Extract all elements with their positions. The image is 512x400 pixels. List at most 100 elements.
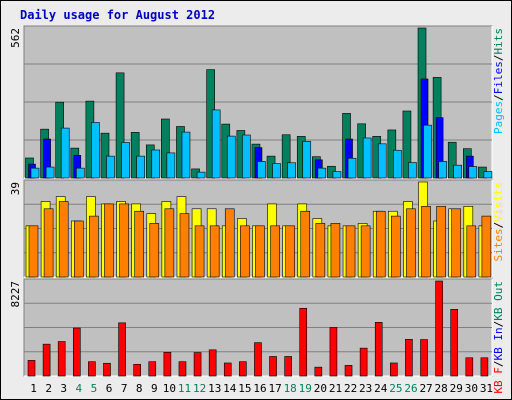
bar-pages (151, 149, 161, 179)
bar-hits (281, 134, 291, 179)
bar-sites (104, 203, 114, 278)
bar-sites (179, 213, 190, 278)
x-tick-label: 20 (314, 382, 327, 395)
bar-kbf (133, 363, 141, 377)
x-tick-label: 23 (359, 382, 372, 395)
bar-sites (481, 215, 492, 278)
bar-pages (272, 163, 281, 179)
bar-pages (166, 152, 176, 179)
legend-entry: Sites (492, 228, 505, 261)
bar-kbf (208, 349, 217, 377)
bar-sites (43, 208, 54, 278)
bar-sites (391, 215, 401, 278)
legend-entry: KB Out (492, 281, 505, 321)
bar-sites (28, 225, 39, 278)
bar-sites (240, 225, 250, 278)
bar-sites (224, 208, 235, 278)
x-tick-label: 2 (45, 382, 52, 395)
panel-visits-sites: 39 Sites/Visits (9, 179, 505, 278)
bar-kbf (450, 309, 459, 377)
x-tick-label: 22 (344, 382, 357, 395)
bar-kbf (435, 280, 443, 377)
bar-pages (423, 124, 432, 179)
bar-pages (242, 134, 251, 179)
bar-sites (436, 206, 446, 278)
y-max-label: 39 (9, 182, 22, 195)
x-tick-label: 25 (389, 382, 402, 395)
bar-pages (196, 171, 206, 179)
bar-kbf (57, 341, 66, 377)
bar-pages (438, 161, 447, 179)
bar-sites (58, 201, 69, 278)
x-tick-label: 3 (60, 382, 67, 395)
bar-pages (60, 127, 70, 179)
legend-entry: / (492, 321, 505, 328)
bar-kbf (344, 365, 353, 377)
bar-sites (134, 210, 144, 278)
bar-pages (302, 141, 312, 179)
bar-hits (447, 141, 457, 179)
legend-entry: / (492, 361, 505, 368)
bar-sites (73, 220, 84, 278)
legend-entry: Pages (492, 101, 505, 134)
x-tick-label: 19 (299, 382, 312, 395)
bar-kbf (329, 327, 338, 377)
bar-kbf (269, 356, 277, 377)
bar-pages (211, 109, 221, 179)
x-tick-label: 6 (106, 382, 113, 395)
bar-kbf (420, 339, 428, 377)
x-tick-label: 4 (76, 382, 83, 395)
bar-kbf (223, 362, 232, 377)
bar-sites (466, 225, 477, 278)
bar-pages (377, 143, 387, 179)
x-tick-label: 28 (435, 382, 448, 395)
legend-entry: / (492, 55, 505, 62)
bar-kbf (27, 360, 36, 377)
legend-entry: Files (492, 61, 505, 94)
bar-sites (406, 208, 416, 278)
bar-kbf (88, 361, 96, 377)
bar-kbf (103, 362, 111, 377)
x-tick-label: 15 (238, 382, 251, 395)
bar-pages (30, 167, 40, 179)
bar-sites (209, 225, 220, 278)
x-tick-label: 16 (253, 382, 266, 395)
chart-title: Daily usage for August 2012 (20, 8, 215, 22)
bar-kbf (480, 357, 489, 377)
bar-pages (75, 167, 85, 179)
bar-pages (393, 149, 402, 179)
bar-sites (119, 203, 129, 278)
x-tick-label: 17 (268, 382, 281, 395)
bar-pages (226, 135, 236, 179)
x-tick-label: 30 (465, 382, 478, 395)
x-tick-label: 21 (329, 382, 342, 395)
legend-entry: KB F (492, 367, 505, 394)
x-tick-label: 29 (450, 382, 463, 395)
bar-sites (285, 225, 295, 278)
bar-sites (255, 225, 265, 278)
bar-pages (136, 155, 145, 179)
x-tick-label: 8 (136, 382, 143, 395)
bar-kbf (254, 342, 262, 377)
bar-sites (164, 208, 175, 278)
x-tick-label: 10 (163, 382, 176, 395)
legend-entry: KB In (492, 327, 505, 360)
bar-sites (89, 215, 99, 278)
bar-kbf (178, 361, 187, 377)
y-max-label: 562 (9, 28, 22, 48)
x-tick-label: 11 (178, 382, 191, 395)
bar-sites (194, 225, 205, 278)
legend-entry: / (492, 94, 505, 101)
bar-kbf (193, 352, 202, 377)
bar-sites (345, 225, 356, 278)
x-axis-labels: 1 2 3 4 5 6 7 8 9 10 11 12 13 14 15 16 17 18 19 20 21 22 23 24 2… (30, 382, 493, 395)
bar-pages (408, 162, 417, 179)
bar-pages (91, 122, 100, 179)
bar-sites (330, 223, 341, 278)
bar-kbf (465, 357, 474, 377)
bar-sites (149, 223, 160, 278)
bar-pages (181, 131, 191, 179)
